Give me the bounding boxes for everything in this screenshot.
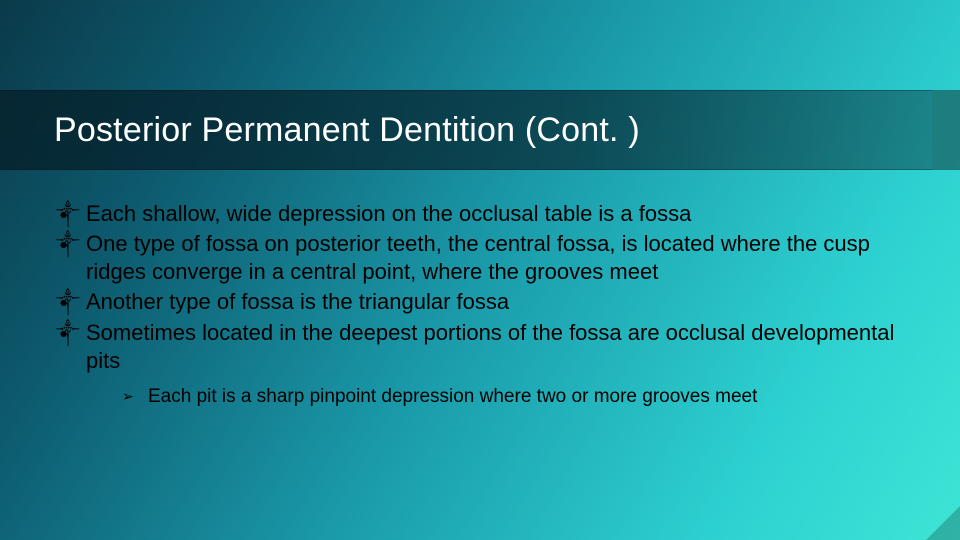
list-item-text: Sometimes located in the deepest portion… (86, 320, 894, 373)
chevron-right-icon: ➢ (122, 387, 134, 405)
sub-list-item: ➢ Each pit is a sharp pinpoint depressio… (122, 385, 912, 410)
list-item: ༒ Each shallow, wide depression on the o… (54, 200, 912, 228)
list-item-text: Each shallow, wide depression on the occ… (86, 201, 691, 226)
slide-title: Posterior Permanent Dentition (Cont. ) (54, 111, 640, 150)
accent-strip (932, 90, 960, 170)
slide: Posterior Permanent Dentition (Cont. ) ༒… (0, 0, 960, 540)
content-area: ༒ Each shallow, wide depression on the o… (54, 200, 912, 412)
bullet-icon: ༒ (56, 290, 79, 313)
bullet-list: ༒ Each shallow, wide depression on the o… (54, 200, 912, 410)
bullet-icon: ༒ (56, 321, 79, 344)
list-item-text: One type of fossa on posterior teeth, th… (86, 231, 870, 284)
bullet-icon: ༒ (56, 232, 79, 255)
corner-fold-icon (926, 506, 960, 540)
sub-list-item-text: Each pit is a sharp pinpoint depression … (148, 386, 757, 407)
bullet-icon: ༒ (56, 202, 79, 225)
sub-bullet-list: ➢ Each pit is a sharp pinpoint depressio… (122, 385, 912, 410)
title-band: Posterior Permanent Dentition (Cont. ) (0, 90, 960, 170)
list-item: ༒ Sometimes located in the deepest porti… (54, 319, 912, 410)
list-item: ༒ Another type of fossa is the triangula… (54, 288, 912, 316)
list-item: ༒ One type of fossa on posterior teeth, … (54, 230, 912, 286)
list-item-text: Another type of fossa is the triangular … (86, 289, 509, 314)
